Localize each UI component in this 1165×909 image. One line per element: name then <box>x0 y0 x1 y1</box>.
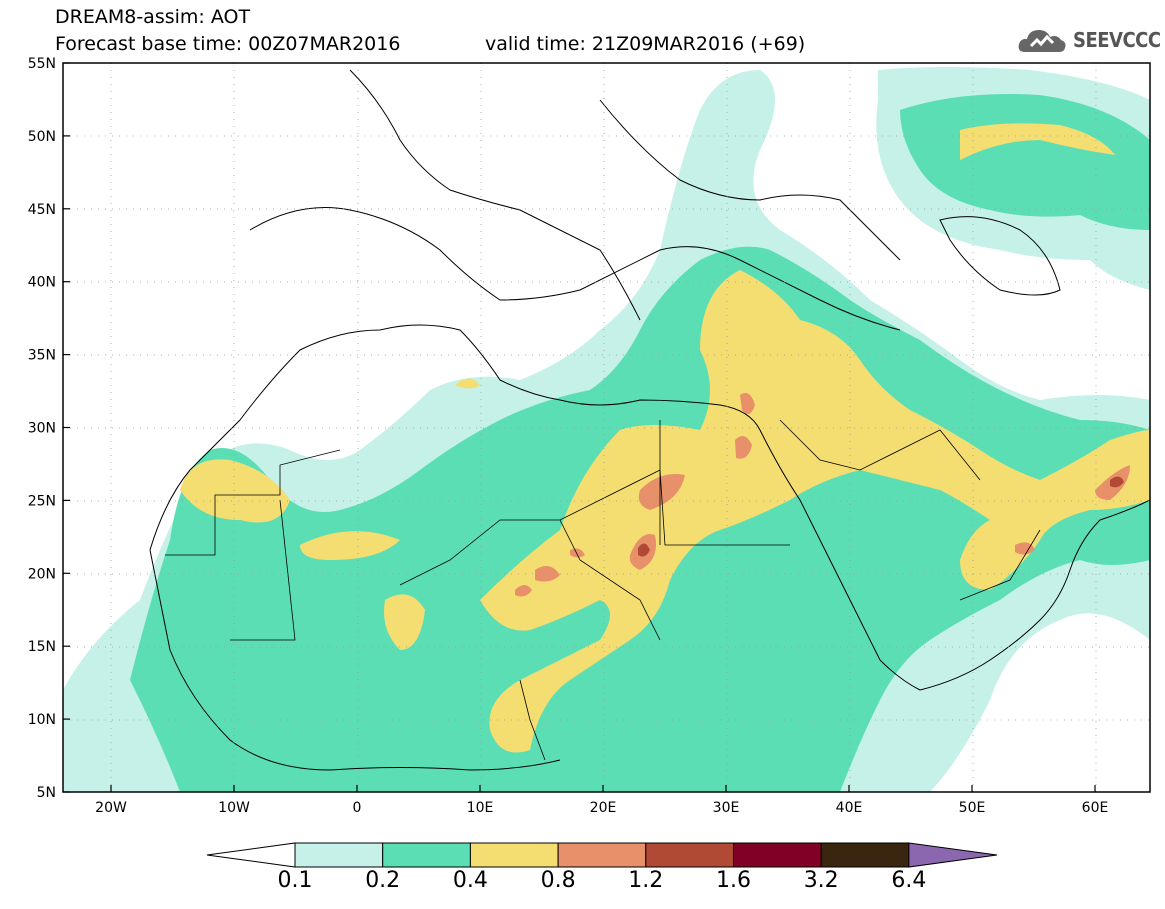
map-grid <box>63 63 1150 792</box>
colorbar-label: 6.4 <box>891 868 927 893</box>
lat-label: 5N <box>37 785 56 801</box>
colorbar-segment <box>294 842 384 868</box>
colorbar-arrow-low <box>206 842 296 868</box>
valid-time: valid time: 21Z09MAR2016 (+69) <box>485 33 806 55</box>
lat-label: 40N <box>28 275 56 291</box>
cloud-icon <box>1018 30 1066 52</box>
seevccc-logo: SEEVCCC <box>1017 24 1161 56</box>
lat-label: 15N <box>28 639 56 655</box>
lat-label: 45N <box>28 202 56 218</box>
lon-label: 50E <box>959 800 986 816</box>
colorbar <box>206 842 997 868</box>
lon-label: 10E <box>467 800 494 816</box>
lon-label: 20E <box>590 800 617 816</box>
aot-band-0.4 <box>180 123 1150 753</box>
aot-band-0.8 <box>515 392 1130 597</box>
colorbar-segment <box>645 842 734 868</box>
colorbar-label: 0.4 <box>452 868 488 893</box>
colorbar-label: 1.6 <box>716 868 751 893</box>
colorbar-segment <box>469 842 559 868</box>
logo-text: SEEVCCC <box>1073 28 1161 52</box>
forecast-base-time: Forecast base time: 00Z07MAR2016 <box>55 33 401 55</box>
lon-label: 30E <box>713 800 740 816</box>
colorbar-segment <box>557 842 647 868</box>
lat-label: 20N <box>28 566 56 582</box>
lat-label: 35N <box>28 348 56 364</box>
longitude-labels: 20W 10W 0 10E 20E 30E 40E 50E 60E <box>95 800 1108 816</box>
colorbar-segment <box>382 842 471 868</box>
colorbar-label: 0.1 <box>277 868 313 893</box>
lat-label: 25N <box>28 493 56 509</box>
colorbar-label: 1.2 <box>628 868 664 893</box>
lon-label: 10W <box>218 800 250 816</box>
lat-label: 50N <box>28 129 56 145</box>
lon-label: 0 <box>353 800 362 816</box>
lon-label: 40E <box>836 800 863 816</box>
latitude-labels: 55N 50N 45N 40N 35N 30N 25N 20N 15N 10N 5N <box>28 56 56 801</box>
aot-band-1.2 <box>638 476 1124 557</box>
colorbar-label: 0.2 <box>365 868 401 893</box>
colorbar-segment <box>733 842 822 868</box>
lat-label: 55N <box>28 56 56 72</box>
colorbar-label: 3.2 <box>803 868 839 893</box>
lon-label: 60E <box>1082 800 1109 816</box>
lat-label: 10N <box>28 712 56 728</box>
title-line-1: DREAM8-assim: AOT <box>55 6 251 28</box>
lon-label: 20W <box>95 800 127 816</box>
lat-label: 30N <box>28 421 56 437</box>
colorbar-label: 0.8 <box>540 868 576 893</box>
colorbar-arrow-high <box>908 842 997 868</box>
colorbar-segment <box>820 842 910 868</box>
borders <box>165 419 1041 761</box>
